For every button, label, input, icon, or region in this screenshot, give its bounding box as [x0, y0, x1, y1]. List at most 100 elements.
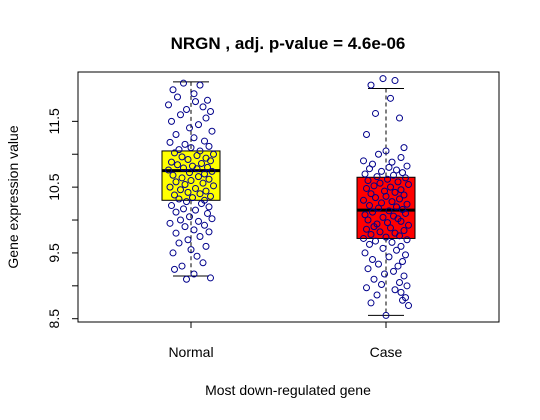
data-point-normal [184, 156, 192, 163]
data-point-case [396, 114, 403, 122]
data-point-case [400, 227, 408, 235]
data-point-normal [192, 98, 199, 106]
data-point-case [391, 286, 399, 294]
data-point-case [384, 175, 391, 183]
data-point-case [361, 170, 369, 178]
data-point-normal [192, 206, 199, 214]
y-axis-label: Gene expression value [5, 125, 21, 268]
data-point-normal [202, 114, 210, 122]
data-point-case [367, 299, 375, 307]
data-point-case [379, 213, 387, 221]
data-point-normal [165, 166, 172, 174]
data-point-case [367, 231, 375, 238]
data-point-normal [207, 107, 214, 115]
data-point-normal [205, 142, 213, 150]
data-point-normal [178, 174, 186, 182]
data-point-normal [175, 239, 183, 247]
data-point-case [363, 131, 370, 138]
data-point-normal [210, 182, 217, 190]
data-point-normal [202, 242, 210, 250]
data-point-normal [186, 124, 193, 132]
data-point-normal [201, 221, 208, 229]
data-point-case [396, 195, 403, 203]
data-point-normal [181, 181, 189, 188]
data-point-case [400, 191, 408, 199]
data-point-normal [181, 223, 189, 231]
data-point-normal [172, 178, 180, 186]
data-point-case [369, 256, 376, 263]
data-point-case [399, 296, 406, 304]
data-point-case [364, 177, 372, 185]
data-point-normal [201, 137, 208, 145]
data-point-normal [183, 275, 190, 283]
data-point-normal [180, 164, 187, 172]
data-point-case [372, 237, 379, 245]
data-point-normal [186, 213, 193, 221]
data-point-normal [183, 198, 190, 206]
data-point-normal [171, 191, 178, 199]
data-point-case [372, 109, 379, 117]
data-point-case [393, 246, 400, 254]
data-point-case [402, 174, 409, 182]
data-point-normal [165, 101, 172, 109]
data-point-normal [195, 173, 202, 181]
data-point-normal [177, 216, 184, 224]
data-point-normal [187, 246, 195, 254]
data-point-case [367, 81, 375, 89]
data-point-normal [169, 86, 177, 94]
data-point-normal [186, 169, 193, 177]
data-point-case [375, 150, 382, 158]
data-point-case [378, 281, 385, 288]
data-point-case [364, 216, 372, 224]
data-point-case [384, 219, 391, 227]
data-point-normal [169, 171, 177, 179]
data-point-normal [205, 203, 213, 211]
data-point-case [370, 182, 378, 190]
data-point-case [375, 260, 382, 268]
data-point-case [363, 284, 370, 292]
data-point-case [400, 272, 408, 280]
x-axis: Normal Case [168, 322, 403, 360]
data-point-case [372, 194, 379, 202]
data-point-case [360, 196, 367, 204]
data-point-case [385, 253, 393, 261]
data-point-case [388, 238, 396, 246]
data-point-case [370, 275, 378, 283]
data-point-normal [208, 167, 216, 175]
data-point-case [399, 257, 406, 265]
data-point-case [391, 188, 399, 196]
data-point-case [373, 291, 381, 299]
data-point-case [360, 157, 367, 165]
data-point-case [391, 77, 399, 85]
data-point-case [390, 267, 397, 275]
data-point-normal [193, 252, 201, 260]
data-point-case [393, 203, 400, 211]
data-point-case [382, 147, 390, 155]
data-point-case [382, 192, 390, 200]
data-point-case [388, 198, 396, 206]
data-point-normal [208, 215, 216, 223]
data-point-case [387, 183, 394, 191]
data-point-case [366, 165, 373, 173]
data-point-normal [172, 229, 180, 237]
data-point-case [397, 186, 405, 194]
data-point-case [390, 171, 397, 179]
data-point-case [387, 94, 394, 102]
data-point-normal [189, 194, 196, 202]
y-tick-label: 9.5 [46, 243, 62, 263]
data-point-case [402, 209, 409, 217]
data-point-case [382, 233, 390, 241]
data-point-normal [204, 96, 211, 104]
data-point-normal [180, 79, 187, 87]
data-point-case [397, 217, 405, 225]
data-point-case [403, 236, 411, 244]
data-point-normal [207, 192, 214, 200]
data-point-normal [192, 184, 199, 192]
data-point-case [376, 179, 384, 187]
data-point-normal [168, 158, 175, 166]
data-point-normal [187, 177, 195, 185]
data-point-case [393, 166, 400, 174]
data-point-normal [196, 81, 204, 89]
data-point-normal [204, 209, 211, 217]
